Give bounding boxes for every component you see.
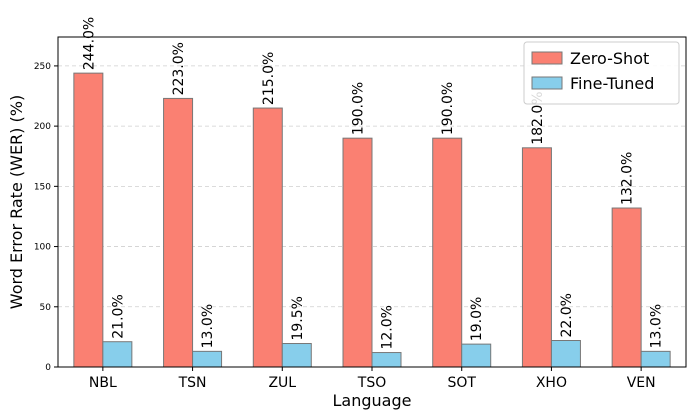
y-tick-label: 0: [45, 363, 51, 373]
legend: Zero-Shot Fine-Tuned: [523, 41, 680, 105]
bar-zero-shot-tsn: [163, 97, 194, 368]
x-axis-title: Language: [333, 391, 412, 410]
data-label: 21.0%: [110, 294, 126, 338]
data-label: 182.0%: [530, 91, 546, 144]
data-label: 190.0%: [440, 82, 456, 135]
x-tick-label: NBL: [89, 375, 117, 391]
bar-fine-tuned-ven: [640, 350, 671, 368]
data-label: 223.0%: [171, 42, 187, 95]
x-tick-label: TSO: [357, 375, 386, 391]
x-tick-label: ZUL: [268, 375, 296, 391]
data-label: 12.0%: [380, 305, 396, 349]
legend-swatch: [531, 76, 563, 90]
bar-fine-tuned-tso: [371, 352, 402, 368]
data-label: 19.0%: [469, 297, 485, 341]
data-label: 19.5%: [290, 296, 306, 340]
x-axis-ticks: NBL TSN ZUL TSO SOT XHO VEN: [89, 367, 656, 391]
bar-zero-shot-zul: [252, 107, 283, 368]
data-label: 244.0%: [81, 17, 97, 70]
bar-zero-shot-ven: [611, 207, 642, 368]
legend-label: Zero-Shot: [570, 49, 649, 68]
y-tick-label: 150: [34, 182, 51, 192]
bar-zero-shot-tso: [342, 137, 373, 368]
bar-fine-tuned-zul: [281, 343, 312, 368]
bar-zero-shot-sot: [432, 137, 463, 368]
x-tick-label: XHO: [536, 375, 567, 391]
data-label: 13.0%: [200, 304, 216, 348]
bars: [73, 72, 671, 368]
legend-label: Fine-Tuned: [570, 74, 654, 93]
data-label: 132.0%: [620, 152, 636, 205]
data-label: 215.0%: [261, 52, 277, 105]
bar-fine-tuned-tsn: [192, 350, 223, 368]
bar-zero-shot-xho: [521, 147, 552, 368]
legend-box: [523, 41, 680, 105]
x-tick-label: VEN: [627, 375, 656, 391]
x-tick-label: SOT: [447, 375, 476, 391]
bar-zero-shot-nbl: [73, 72, 104, 368]
y-tick-label: 50: [40, 303, 52, 313]
data-label: 190.0%: [351, 82, 367, 135]
y-tick-label: 250: [34, 62, 51, 72]
x-tick-label: TSN: [178, 375, 207, 391]
y-tick-label: 100: [34, 243, 51, 253]
data-label: 22.0%: [559, 293, 575, 337]
data-label: 13.0%: [649, 304, 665, 348]
bar-fine-tuned-nbl: [102, 341, 133, 368]
y-axis-ticks: 0 50 100 150 200 250: [34, 62, 58, 373]
legend-swatch: [531, 51, 563, 65]
data-labels: 244.0% 21.0% 223.0% 13.0% 215.0% 19.5% 190.0% 1…: [81, 17, 664, 350]
bar-fine-tuned-xho: [550, 340, 581, 368]
y-tick-label: 200: [34, 122, 51, 132]
y-axis-title: Word Error Rate (WER) (%): [7, 95, 26, 309]
bar-fine-tuned-sot: [461, 343, 492, 368]
